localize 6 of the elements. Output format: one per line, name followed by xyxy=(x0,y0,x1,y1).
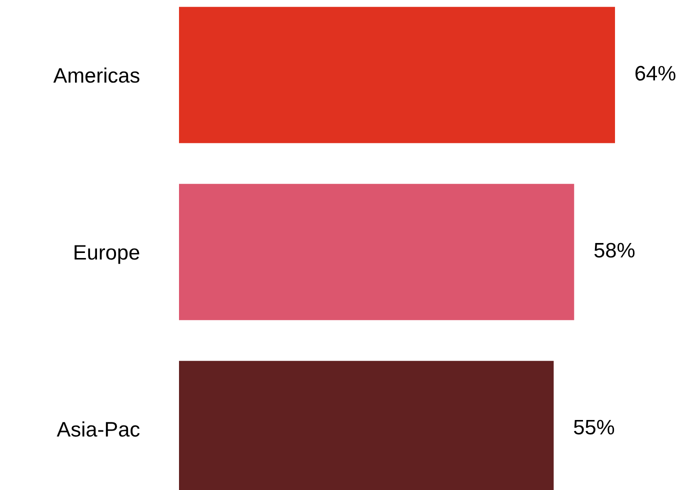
data-label: 64% xyxy=(636,66,676,81)
data-label: 58% xyxy=(594,242,635,258)
y-tick-label: Europe xyxy=(74,245,140,264)
y-tick-label: Asia-Pac xyxy=(56,421,140,437)
data-label: 55% xyxy=(574,420,614,435)
y-tick-label: Americas xyxy=(53,67,140,83)
